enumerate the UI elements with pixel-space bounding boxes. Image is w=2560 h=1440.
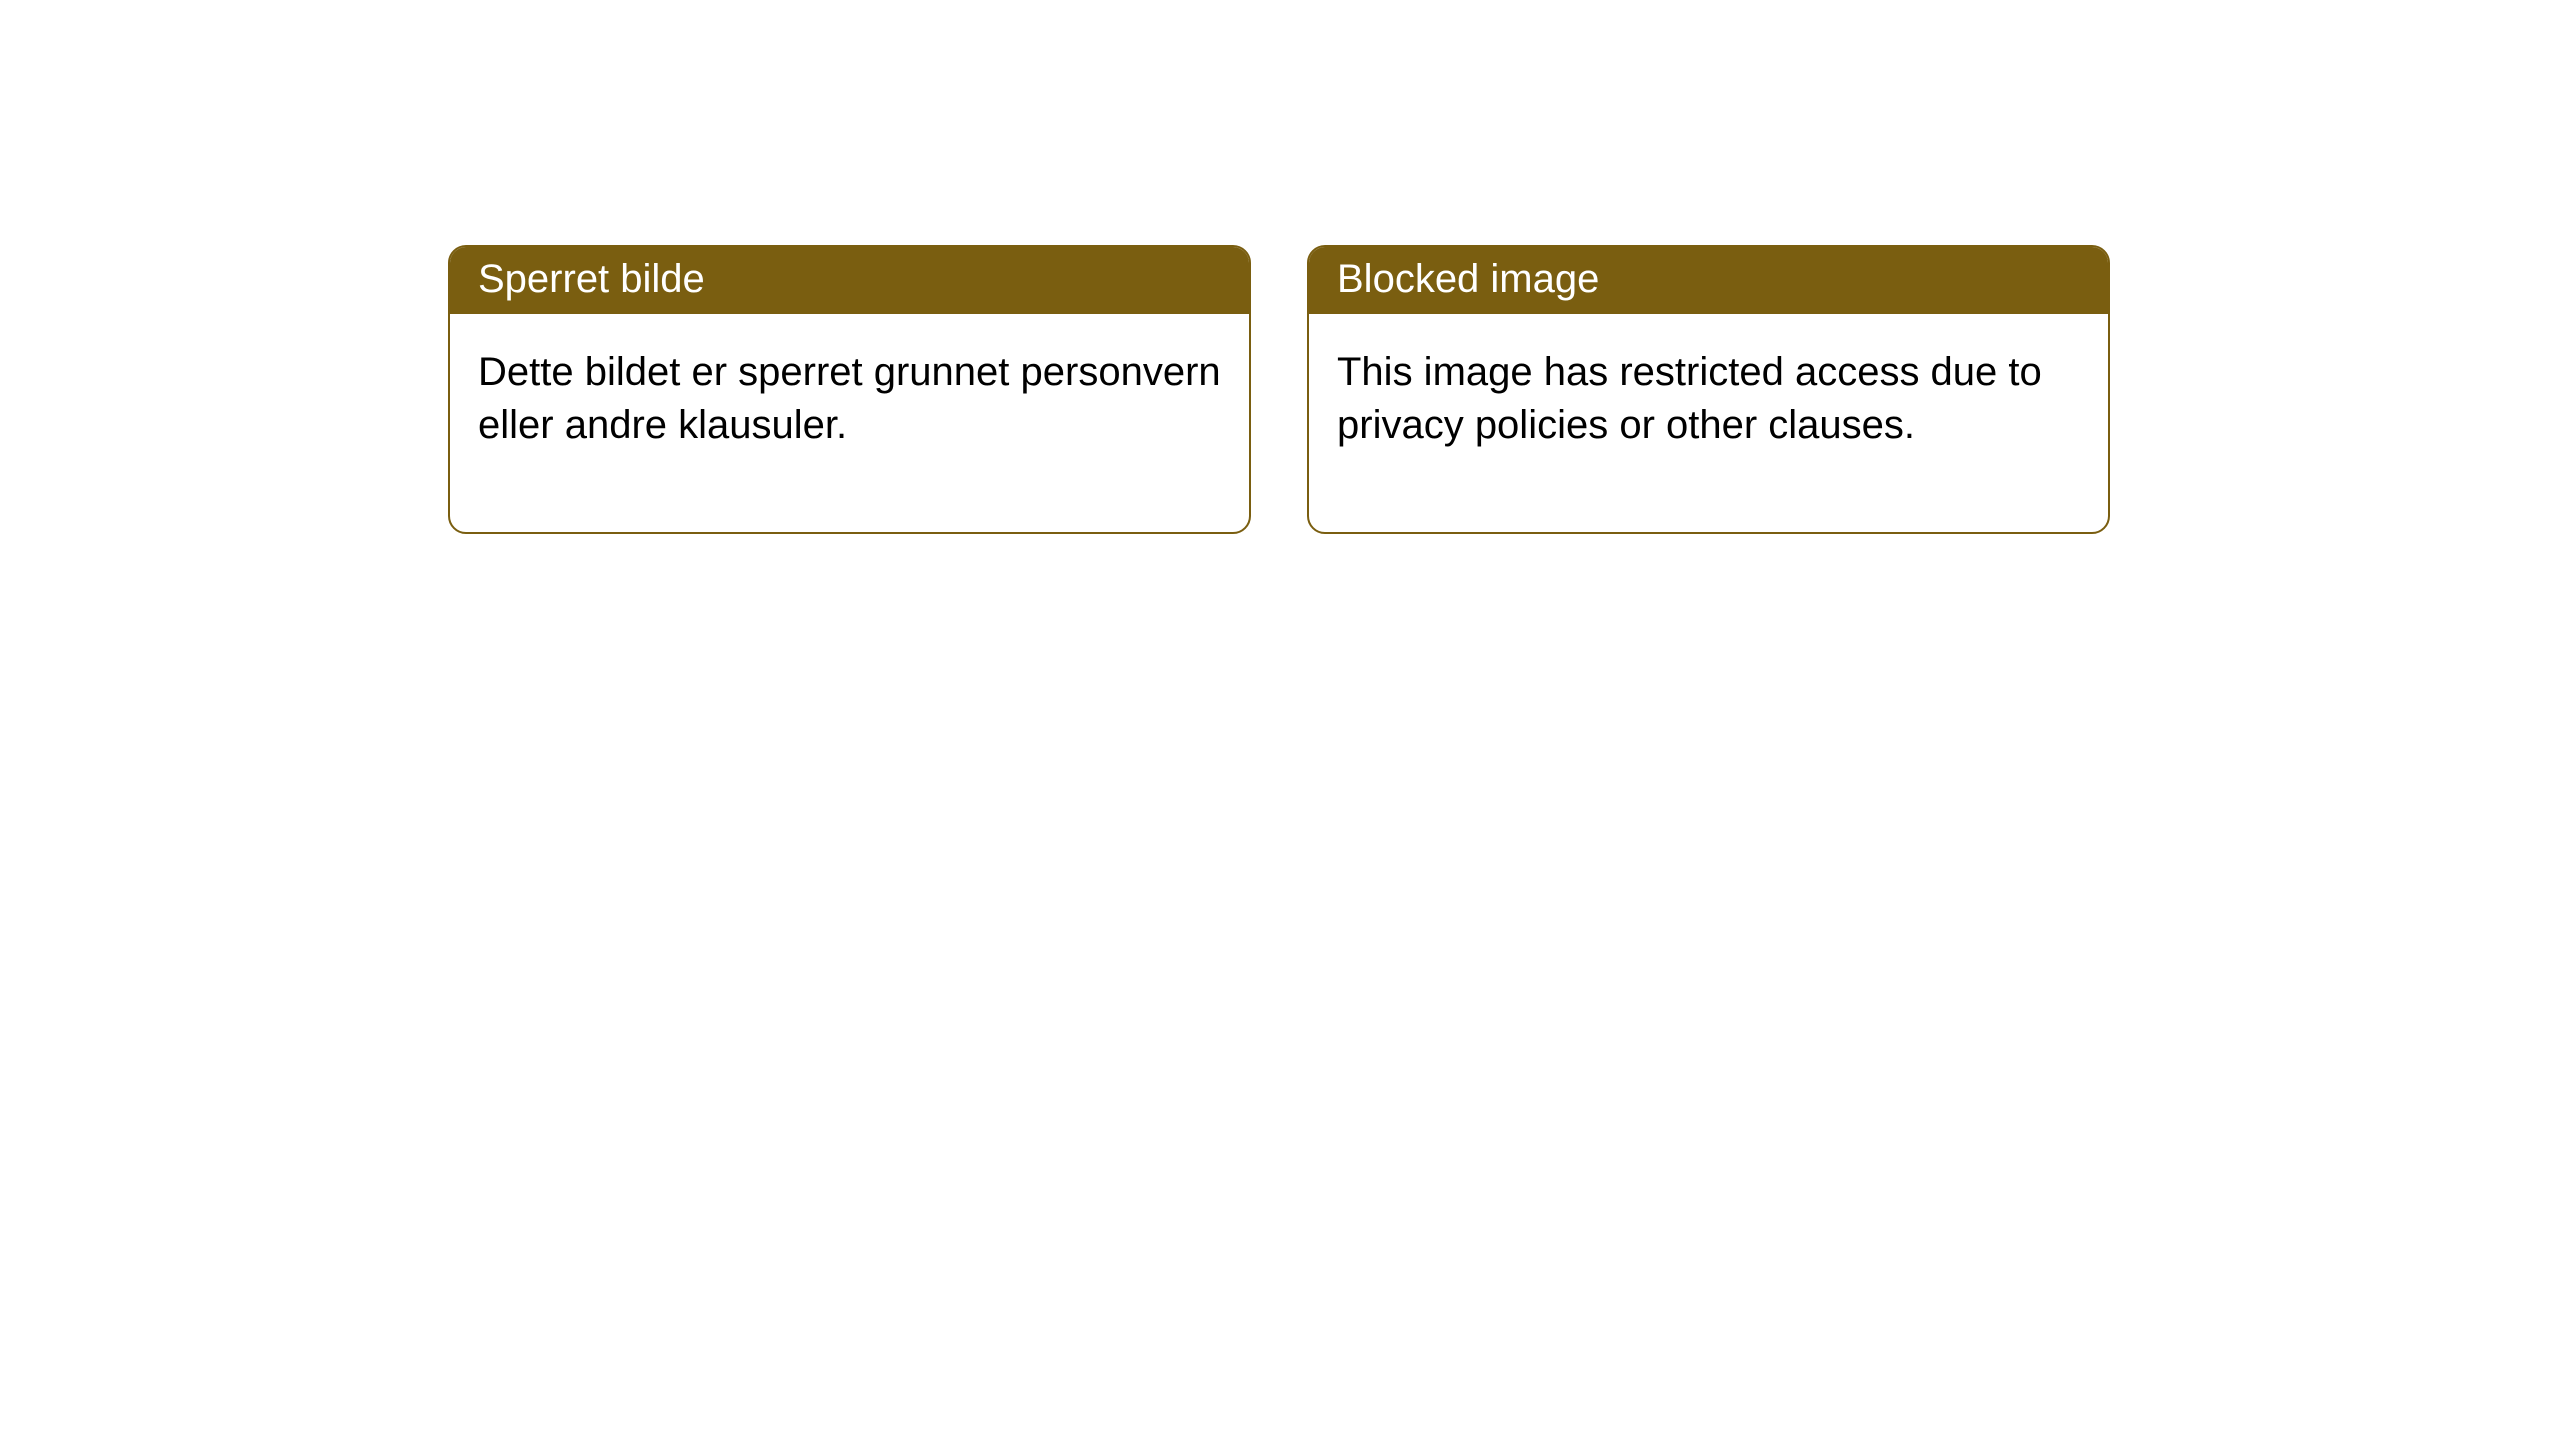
card-body-english: This image has restricted access due to … — [1309, 314, 2108, 532]
card-body-norwegian: Dette bildet er sperret grunnet personve… — [450, 314, 1249, 532]
notice-cards-container: Sperret bilde Dette bildet er sperret gr… — [0, 0, 2560, 534]
card-header-norwegian: Sperret bilde — [450, 247, 1249, 314]
blocked-image-card-english: Blocked image This image has restricted … — [1307, 245, 2110, 534]
card-header-english: Blocked image — [1309, 247, 2108, 314]
blocked-image-card-norwegian: Sperret bilde Dette bildet er sperret gr… — [448, 245, 1251, 534]
